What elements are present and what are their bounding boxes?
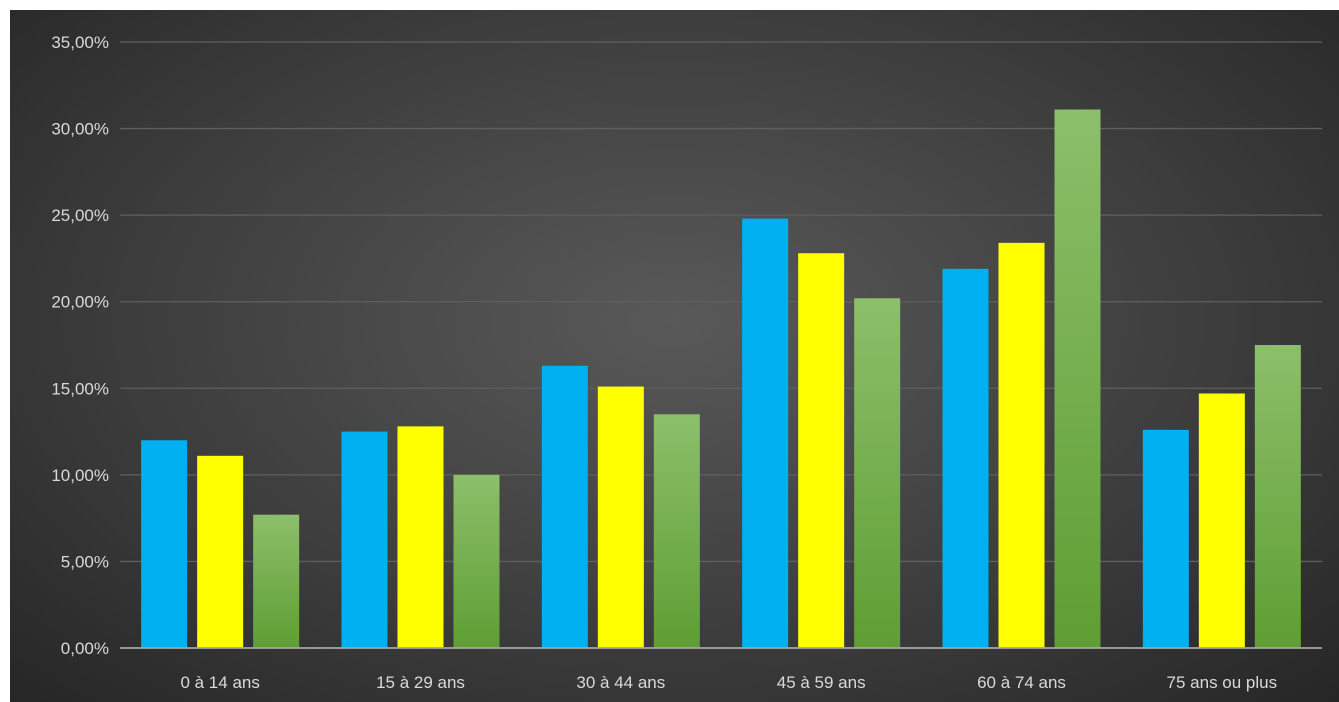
y-tick-label: 20,00% [51,293,109,312]
y-tick-label: 10,00% [51,466,109,485]
y-tick-label: 25,00% [51,206,109,225]
x-category-label: 0 à 14 ans [180,673,259,692]
bar-series-2 [1199,393,1245,648]
y-tick-label: 5,00% [61,552,109,571]
bar-series-1 [542,366,588,648]
x-axis-category-labels: 0 à 14 ans 15 à 29 ans 30 à 44 ans 45 à 59 … [180,673,1277,692]
bar-series-1 [1143,430,1189,648]
y-tick-label: 30,00% [51,120,109,139]
bar-series-1 [342,432,388,648]
bars [141,110,1301,648]
bar-series-3 [654,414,700,648]
bar-series-2 [197,456,243,648]
x-category-label: 60 à 74 ans [977,673,1066,692]
bar-series-1 [141,440,187,648]
bar-series-1 [742,219,788,648]
y-tick-label: 0,00% [61,639,109,658]
bar-series-2 [999,243,1045,648]
gridlines [120,42,1322,561]
bar-series-3 [253,515,299,648]
bar-series-1 [943,269,989,648]
x-category-label: 30 à 44 ans [576,673,665,692]
y-axis-tick-labels: 0,00% 5,00% 10,00% 15,00% 20,00% 25,00% 30,00%… [51,33,109,658]
x-category-label: 75 ans ou plus [1167,673,1278,692]
bar-series-3 [854,298,900,648]
x-category-label: 45 à 59 ans [777,673,866,692]
bar-series-3 [1055,110,1101,648]
bar-series-2 [398,426,444,648]
bar-series-3 [1255,345,1301,648]
bar-series-3 [454,475,500,648]
y-tick-label: 35,00% [51,33,109,52]
x-category-label: 15 à 29 ans [376,673,465,692]
bar-series-2 [798,253,844,648]
y-tick-label: 15,00% [51,379,109,398]
bar-series-2 [598,387,644,648]
